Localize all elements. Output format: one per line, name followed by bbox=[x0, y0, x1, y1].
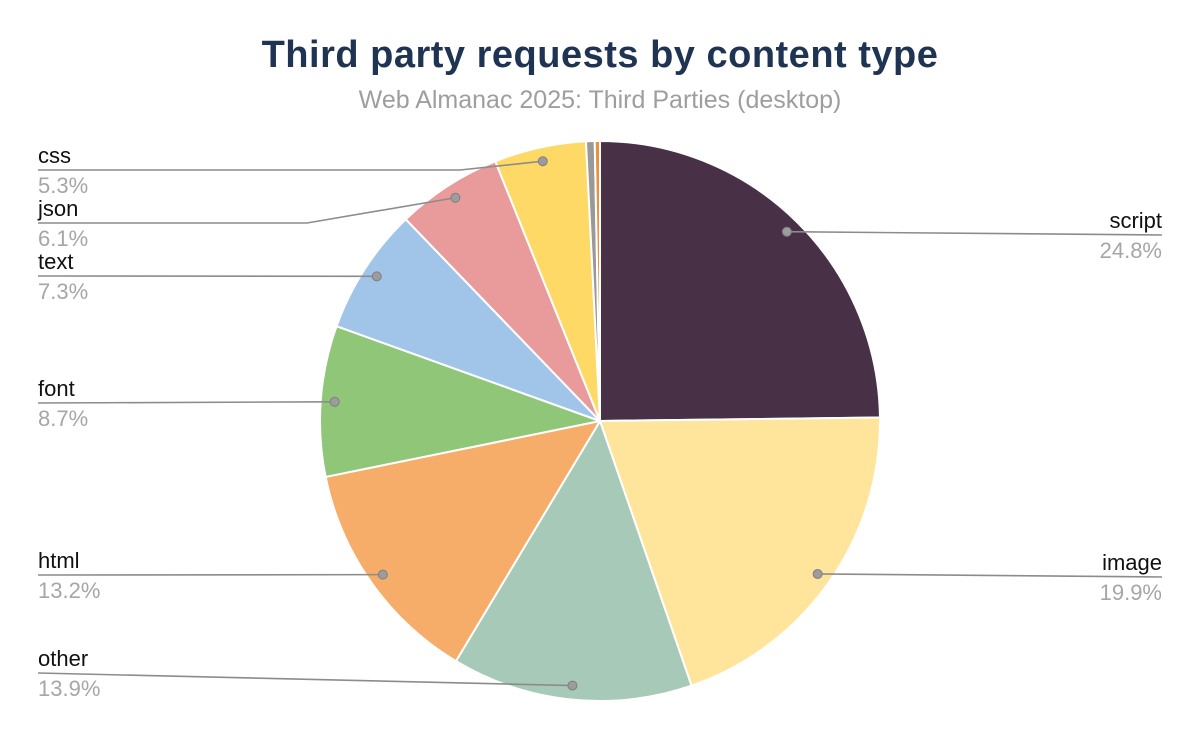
slice-label-text: text bbox=[38, 249, 73, 274]
slice-label-image: image bbox=[1102, 550, 1162, 575]
pie-slice-other[interactable] bbox=[454, 420, 693, 702]
leader-line-css bbox=[38, 160, 543, 171]
slice-value-json: 6.1% bbox=[38, 226, 88, 251]
slice-value-html: 13.2% bbox=[38, 578, 100, 603]
slice-label-other: other bbox=[38, 646, 88, 671]
slice-label-css: css bbox=[38, 143, 71, 168]
leader-dot-text bbox=[371, 271, 382, 282]
slice-value-css: 5.3% bbox=[38, 173, 88, 198]
slice-value-image: 19.9% bbox=[1100, 580, 1162, 605]
chart-subtitle: Web Almanac 2025: Third Parties (desktop… bbox=[358, 86, 842, 114]
pie-slice-html[interactable] bbox=[324, 420, 601, 663]
leader-dot-script bbox=[781, 226, 792, 237]
slice-value-text: 7.3% bbox=[38, 279, 88, 304]
slice-label-script: script bbox=[1109, 208, 1162, 233]
leader-dot-other bbox=[567, 680, 578, 691]
slice-value-font: 8.7% bbox=[38, 406, 88, 431]
chart-title: Third party requests by content type bbox=[261, 34, 939, 76]
leader-dot-html bbox=[377, 569, 388, 580]
leader-line-font bbox=[37, 400, 335, 404]
slice-label-html: html bbox=[38, 548, 80, 573]
leader-line-other bbox=[37, 672, 573, 687]
pie-slice-unlabeled-orange[interactable] bbox=[593, 140, 601, 422]
leader-line-image bbox=[817, 573, 1163, 578]
leader-dot-css bbox=[537, 156, 548, 167]
pie-slice-script[interactable] bbox=[599, 140, 881, 422]
leader-dot-json bbox=[450, 192, 461, 203]
pie-slice-image[interactable] bbox=[599, 416, 881, 687]
leader-line-json bbox=[38, 196, 456, 224]
slice-value-script: 24.8% bbox=[1100, 238, 1162, 263]
slice-label-json: json bbox=[37, 196, 78, 221]
slice-value-other: 13.9% bbox=[38, 676, 100, 701]
slice-label-font: font bbox=[38, 376, 75, 401]
leader-line-script bbox=[786, 230, 1163, 236]
pie-slice-font[interactable] bbox=[318, 325, 601, 478]
pie-slice-text[interactable] bbox=[335, 218, 601, 422]
leader-dot-font bbox=[329, 396, 340, 407]
leader-dot-image bbox=[812, 568, 823, 579]
